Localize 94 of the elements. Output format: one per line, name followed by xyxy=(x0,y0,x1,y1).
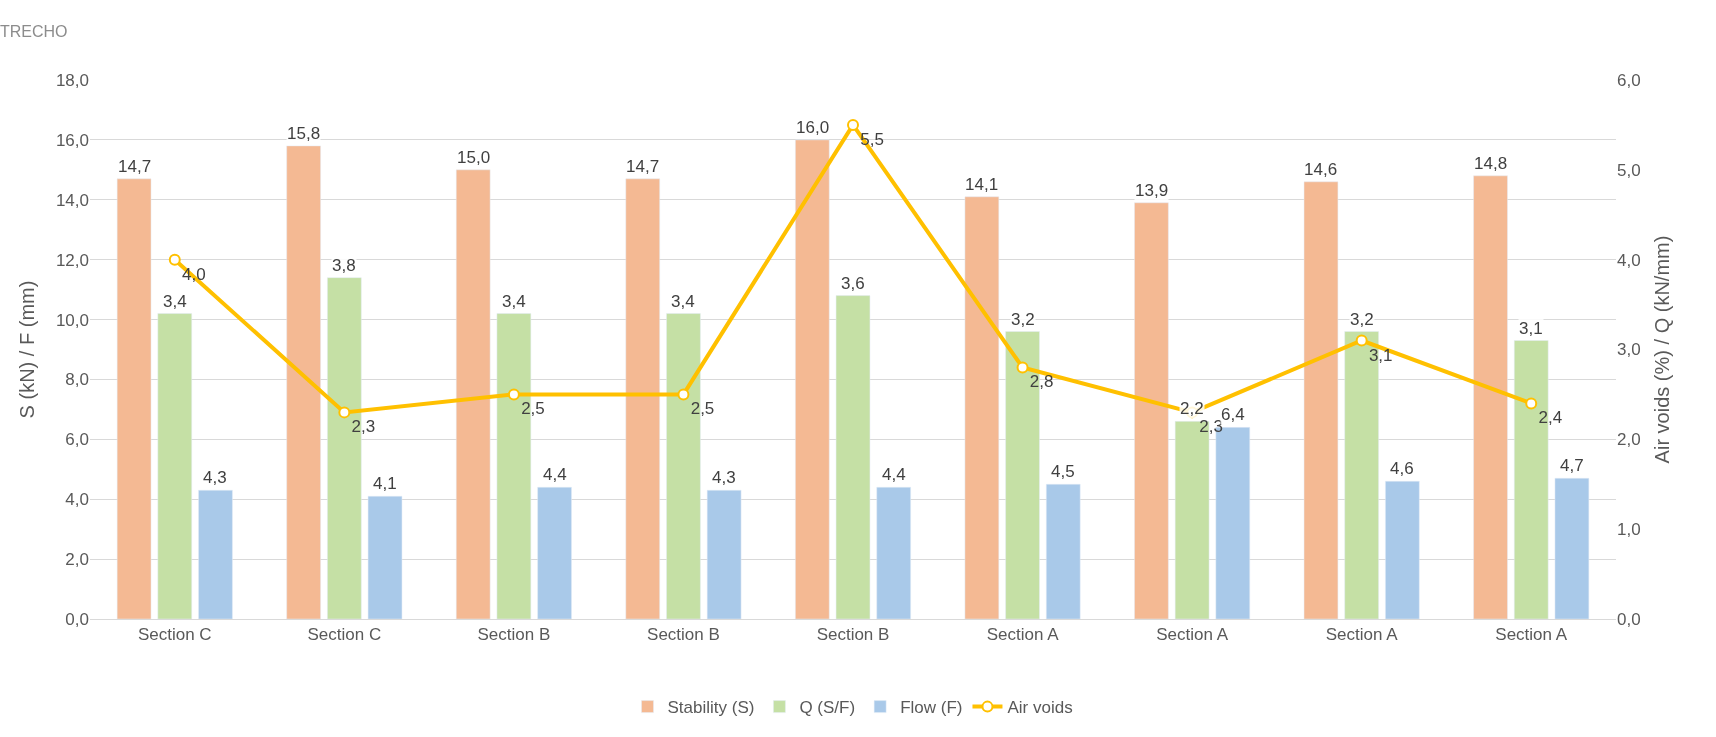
bar xyxy=(455,169,491,619)
data-label: 4,7 xyxy=(1560,456,1584,475)
data-label: 6,4 xyxy=(1221,405,1245,424)
y-tick-label: 10,0 xyxy=(55,310,89,330)
point xyxy=(168,253,181,266)
data-label: 4,4 xyxy=(543,465,567,484)
bar xyxy=(795,139,830,619)
x-tick-label: Section A xyxy=(1325,625,1399,645)
data-label: 2,8 xyxy=(1029,372,1054,392)
legend-label: Flow (F) xyxy=(900,698,963,718)
x-tick-label: Section B xyxy=(477,625,551,645)
legend-label: Q (S/F) xyxy=(799,698,856,718)
x-tick-label: Section A xyxy=(1156,625,1229,645)
bar xyxy=(1303,181,1339,619)
y-tick-label: 14,0 xyxy=(55,190,89,210)
data-label: 3,4 xyxy=(502,292,526,311)
data-label: 4,4 xyxy=(882,465,906,484)
bar xyxy=(706,489,742,619)
y-tick-label: 0,0 xyxy=(65,609,89,629)
y-tick-label: 4,0 xyxy=(65,490,89,510)
data-label: 2,3 xyxy=(351,417,376,437)
data-label: 14,7 xyxy=(626,157,660,176)
y2-tick-label: 4,0 xyxy=(1617,250,1641,270)
text: TRECHO xyxy=(0,23,68,40)
data-label: 2,5 xyxy=(521,399,545,419)
y2-tick-label: 3,0 xyxy=(1617,340,1641,360)
x-tick-label: Section C xyxy=(307,625,382,645)
point xyxy=(338,406,351,419)
point xyxy=(677,388,690,401)
data-label: 3,8 xyxy=(332,256,356,275)
bar xyxy=(1134,202,1169,619)
data-label: 4,3 xyxy=(712,468,736,487)
data-label: 2,5 xyxy=(690,399,715,419)
data-label: 14,6 xyxy=(1304,160,1338,179)
x-tick-label: Section C xyxy=(137,625,212,645)
data-label: 4,1 xyxy=(373,474,397,493)
data-label: 15,0 xyxy=(457,148,491,167)
data-label: 3,2 xyxy=(1011,310,1035,329)
x-tick-label: Section A xyxy=(1495,625,1568,645)
y2-tick-label: 0,0 xyxy=(1617,609,1641,629)
bar xyxy=(835,295,871,619)
bar xyxy=(537,486,572,619)
y-tick-label: 16,0 xyxy=(55,130,89,150)
y-tick-label: 6,0 xyxy=(65,430,89,450)
point xyxy=(1016,361,1029,374)
data-label: 14,8 xyxy=(1474,154,1508,173)
data-label: 13,9 xyxy=(1135,181,1169,200)
bar xyxy=(286,145,321,619)
data-label: 3,4 xyxy=(671,292,695,311)
point xyxy=(507,388,520,401)
y2-tick-label: 2,0 xyxy=(1617,430,1641,450)
bar xyxy=(625,178,660,619)
y2-tick-label: 5,0 xyxy=(1617,160,1641,180)
data-label: 15,8 xyxy=(287,124,321,143)
data-label: 3,1 xyxy=(1368,345,1393,365)
y2-axis-title: Air voids (%) / Q (kN/mm) xyxy=(1651,235,1674,464)
data-label: 14,1 xyxy=(965,175,999,194)
y-tick-label: 2,0 xyxy=(65,550,89,570)
y2-tick-label: 6,0 xyxy=(1617,70,1641,90)
point xyxy=(847,118,859,131)
data-label: 2,4 xyxy=(1538,408,1563,428)
bar xyxy=(1046,484,1081,619)
point xyxy=(1355,334,1368,347)
x-tick-label: Section A xyxy=(986,625,1060,645)
data-label: 16,0 xyxy=(796,118,830,137)
bar xyxy=(1554,478,1590,619)
legend-label: Stability (S) xyxy=(667,698,755,718)
bar xyxy=(367,495,403,619)
bar xyxy=(116,178,152,619)
y-tick-label: 18,0 xyxy=(55,70,89,90)
bar xyxy=(964,196,1000,619)
bar xyxy=(1473,175,1508,619)
data-label: 2,2 xyxy=(1180,399,1204,418)
x-tick-label: Section B xyxy=(647,625,720,645)
data-label: 3,1 xyxy=(1519,319,1543,338)
data-label: 4,5 xyxy=(1051,462,1075,481)
data-label: 4,6 xyxy=(1390,459,1414,478)
data-label: 4,3 xyxy=(203,468,227,487)
x-tick-label: Section B xyxy=(816,625,890,645)
y-tick-label: 8,0 xyxy=(65,370,89,390)
bar xyxy=(876,486,911,619)
y2-tick-label: 1,0 xyxy=(1617,520,1641,540)
point xyxy=(1525,397,1538,410)
data-label: 3,6 xyxy=(841,274,865,293)
data-label: 3,4 xyxy=(163,292,187,311)
bar xyxy=(198,489,233,619)
bar xyxy=(1385,481,1420,619)
data-label: 3,2 xyxy=(1350,310,1374,329)
data-label: 14,7 xyxy=(118,157,152,176)
legend-label: Air voids xyxy=(1007,698,1073,718)
y-axis-title: S (kN) / F (mm) xyxy=(16,280,39,419)
y-tick-label: 12,0 xyxy=(55,250,89,270)
data-label: 2,3 xyxy=(1199,417,1223,437)
bar xyxy=(157,313,192,619)
